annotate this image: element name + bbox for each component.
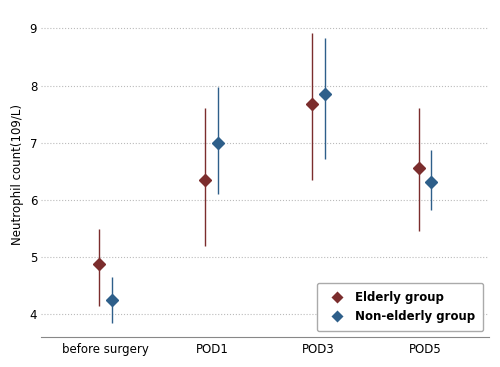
Y-axis label: Neutrophil count(109/L): Neutrophil count(109/L) <box>11 104 24 245</box>
Legend: Elderly group, Non-elderly group: Elderly group, Non-elderly group <box>317 283 483 331</box>
